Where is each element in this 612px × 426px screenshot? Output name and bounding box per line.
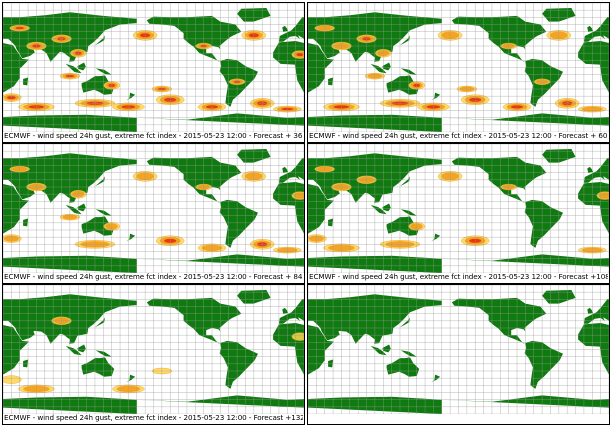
landmass-india [346,49,369,62]
landmass-india [346,331,369,344]
landmass-eurasia [583,158,609,183]
landmass-india [41,190,64,203]
landmass-newguinea [400,350,417,357]
landmass-japan [400,35,410,46]
map-caption: ECMWF - wind speed 24h gust, extreme fct… [4,272,303,281]
landmass-madagascar [23,77,29,86]
landmass-newguinea [95,209,112,216]
landmass-borneo [77,203,86,212]
world-map [308,285,609,414]
landmass-indonesia1 [370,63,387,74]
panel-2: ECMWF - wind speed 24h gust, extreme fct… [307,2,610,143]
landmass-nz [430,374,441,383]
world-map [3,144,304,273]
landmass-madagascar [328,218,334,227]
landmass-japan [95,176,105,187]
landmass-nz [125,92,136,101]
world-map [3,285,304,414]
panel-1: ECMWF - wind speed 24h gust, extreme fct… [2,2,305,143]
world-map [308,144,609,273]
landmass-nz [125,374,136,383]
landmass-australia [81,75,115,95]
landmass-india [41,331,64,344]
landmass-uk [282,307,289,314]
landmass-nz [430,233,441,242]
landmass-uk [282,25,289,32]
landmass-australia [81,357,115,377]
landmass-indonesia1 [370,345,387,356]
panel-4: ECMWF - wind speed 24h gust, extreme fct… [307,143,610,284]
world-map [308,3,609,132]
landmass-arabia [15,325,35,341]
panel-6 [307,284,610,425]
landmass-uk [587,25,594,32]
landmass-newguinea [400,68,417,75]
landmass-s_america [524,340,563,389]
landmass-japan [95,35,105,46]
landmass-arabia [320,325,340,341]
landmass-japan [400,176,410,187]
landmass-japan [95,317,105,328]
landmass-japan [400,317,410,328]
landmass-indonesia1 [370,204,387,215]
landmass-madagascar [23,218,29,227]
extreme-index-contour [296,52,304,57]
landmass-nz [430,92,441,101]
landmass-borneo [382,203,391,212]
map-caption [309,412,608,424]
landmass-uk [587,166,594,173]
landmass-newguinea [400,209,417,216]
map-caption: ECMWF - wind speed 24h gust, extreme fct… [309,272,608,281]
landmass-borneo [382,62,391,71]
landmass-australia [386,357,420,377]
landmass-s_america [524,199,563,248]
landmass-borneo [382,344,391,353]
landmass-s_america [219,340,258,389]
landmass-india [41,49,64,62]
landmass-newguinea [95,350,112,357]
landmass-africa [578,323,609,375]
landmass-madagascar [23,359,29,368]
landmass-australia [386,75,420,95]
landmass-borneo [77,344,86,353]
landmass-indonesia1 [65,345,82,356]
landmass-nz [125,233,136,242]
landmass-africa [578,41,609,93]
world-map [3,3,304,132]
landmass-borneo [77,62,86,71]
landmass-eurasia [278,158,304,183]
landmass-madagascar [328,359,334,368]
panel-5: ECMWF - wind speed 24h gust, extreme fct… [2,284,305,425]
landmass-s_america [219,199,258,248]
landmass-eurasia [583,17,609,42]
landmass-australia [386,216,420,236]
landmass-eurasia [278,17,304,42]
landmass-madagascar [328,77,334,86]
landmass-eurasia [278,299,304,324]
landmass-eurasia [583,299,609,324]
panel-3: ECMWF - wind speed 24h gust, extreme fct… [2,143,305,284]
extreme-index-contour [3,375,22,384]
landmass-newguinea [95,68,112,75]
landmass-uk [282,166,289,173]
extreme-index-contour [291,332,304,341]
map-caption: ECMWF - wind speed 24h gust, extreme fct… [4,413,303,422]
landmass-indonesia1 [65,204,82,215]
landmass-uk [587,307,594,314]
map-caption: ECMWF - wind speed 24h gust, extreme fct… [4,131,303,140]
landmass-india [346,190,369,203]
landmass-australia [81,216,115,236]
landmass-indonesia1 [65,63,82,74]
map-caption: ECMWF - wind speed 24h gust, extreme fct… [309,131,608,140]
